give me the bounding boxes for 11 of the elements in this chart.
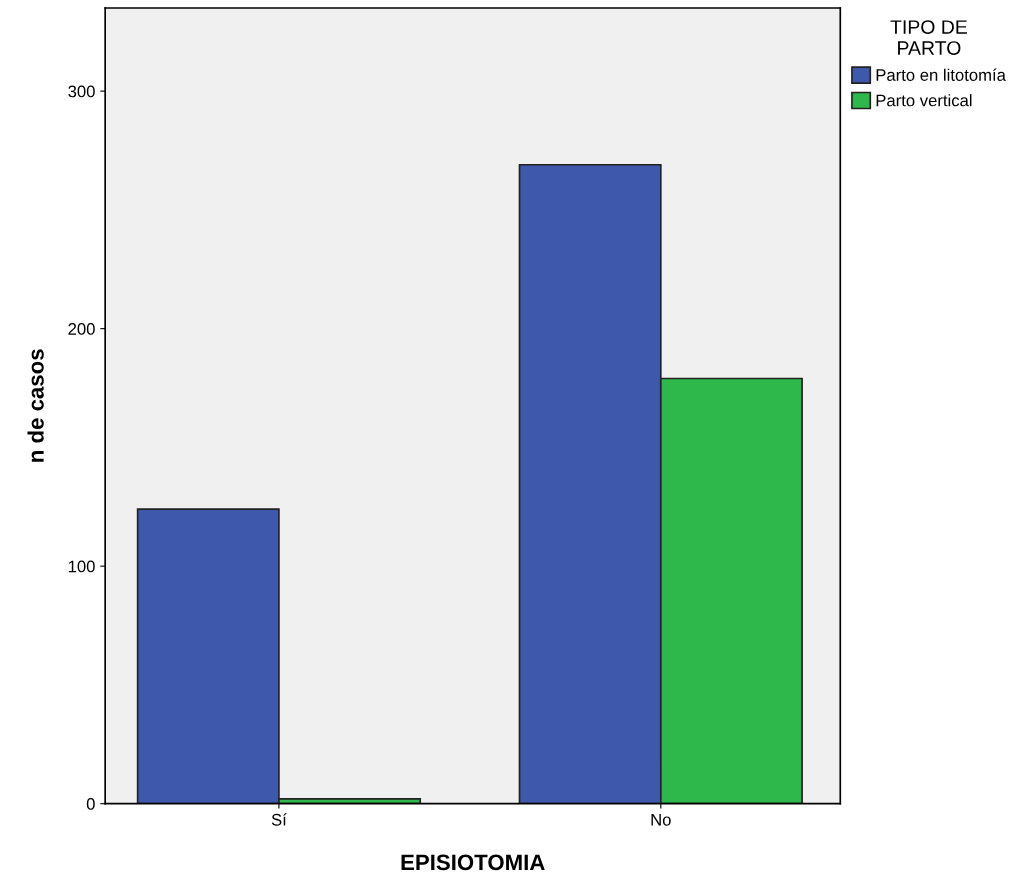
- x-tick-label: No: [651, 814, 671, 826]
- y-axis-title: n de casos: [27, 349, 44, 462]
- y-tick-label: 300: [68, 85, 95, 98]
- y-tick-label: 100: [68, 560, 95, 573]
- legend-title: TIPO DE PARTO: [890, 20, 967, 55]
- legend-label: Parto vertical: [876, 94, 972, 107]
- x-axis-title: EPISIOTOMIA: [401, 854, 545, 871]
- y-tick-label: 0: [86, 798, 95, 810]
- legend-label: Parto en litotomía: [876, 68, 1006, 81]
- y-tick-label: 200: [68, 323, 95, 335]
- x-tick-label: Sí: [271, 813, 287, 826]
